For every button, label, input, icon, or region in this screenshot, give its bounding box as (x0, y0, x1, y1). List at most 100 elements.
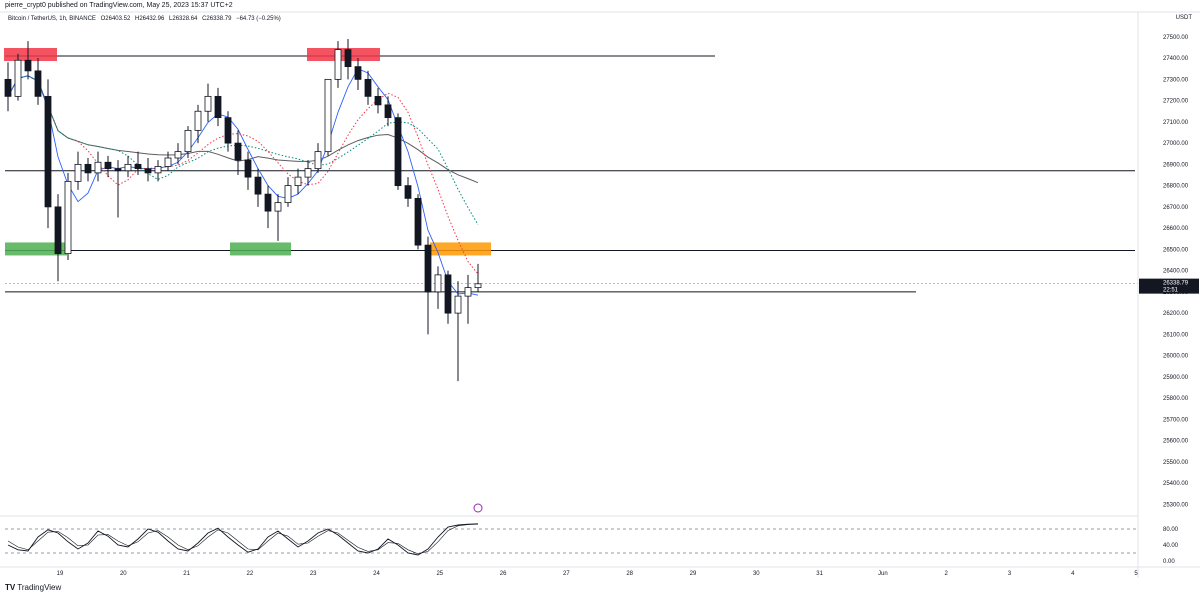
candle-body (194, 110, 202, 131)
main-pane: 27500.00 27400.00 27300.00 27200.00 27100.00… (4, 35, 1199, 513)
oscillator-pane: 80.00 40.00 0.00 (5, 523, 1179, 565)
low-value: L26328.64 (169, 16, 198, 22)
price-tag-box (1139, 278, 1199, 294)
candle (214, 87, 222, 127)
candle (274, 194, 282, 241)
candle (254, 168, 262, 207)
x-tick-label: 28 (626, 571, 633, 577)
candle (374, 87, 382, 114)
candle (314, 143, 322, 173)
candle-body (314, 151, 322, 170)
candle (104, 155, 112, 178)
candle-body (84, 163, 92, 174)
candle (434, 266, 442, 309)
candle-body (114, 168, 122, 172)
candle-body (184, 129, 192, 153)
candle (114, 160, 122, 218)
candle-body (224, 117, 232, 144)
candle (324, 78, 332, 156)
tradingview-logo-text: TradingView (17, 583, 62, 592)
alert-icon (473, 503, 483, 513)
candle (454, 281, 462, 382)
candle-body (74, 163, 82, 182)
y-tick-label: 26100.00 (1163, 332, 1189, 338)
candle (64, 172, 72, 260)
x-tick-label: 5 (1134, 571, 1138, 577)
y-tick-label: 27300.00 (1163, 77, 1189, 83)
candle (184, 126, 192, 158)
support-zone (230, 242, 291, 256)
candle-body (174, 151, 182, 159)
candle (264, 185, 272, 229)
y-tick-label: 26200.00 (1163, 311, 1189, 317)
candle (444, 270, 452, 324)
candle (394, 113, 402, 190)
candle-body (454, 295, 462, 314)
price-tag-value: 26338.79 (1163, 281, 1189, 287)
candle-body (474, 283, 482, 289)
candle (144, 158, 152, 182)
x-tick-label: 4 (1071, 571, 1075, 577)
candle-body (144, 168, 152, 174)
x-tick-label: 26 (500, 571, 507, 577)
y-tick-label: 27500.00 (1163, 35, 1189, 41)
candle (284, 177, 292, 207)
y-tick-label: 26000.00 (1163, 354, 1189, 360)
y-tick-label: 25300.00 (1163, 502, 1189, 508)
candle-body (54, 206, 62, 255)
candle-body (44, 95, 52, 208)
x-tick-label: 31 (816, 571, 823, 577)
candle-body (444, 274, 452, 314)
change-value: −64.73 (−0.25%) (236, 16, 281, 22)
x-tick-label: 25 (436, 571, 443, 577)
candle-body (274, 202, 282, 212)
oscillator-line (7, 523, 479, 555)
candle (294, 168, 302, 195)
x-axis: 19 20 21 22 23 24 25 26 27 28 29 30 31 Jun 2 3 4 5 (57, 571, 1139, 577)
candle (224, 111, 232, 152)
candle-body (124, 163, 132, 172)
y-tick-label: 25700.00 (1163, 417, 1189, 423)
close-value: C26338.79 (202, 16, 232, 22)
oscillator-line (7, 523, 479, 556)
x-tick-label: 23 (310, 571, 317, 577)
x-tick-label: 29 (690, 571, 697, 577)
candle-body (214, 95, 222, 119)
symbol-info-bar: Bitcoin / TetherUS, 1h, BINANCE O26403.5… (8, 16, 284, 22)
candle (424, 236, 432, 335)
osc-y-tick-label: 0.00 (1163, 559, 1175, 565)
candle-body (384, 104, 392, 119)
y-tick-label: 25900.00 (1163, 375, 1189, 381)
candle (464, 274, 472, 324)
candle (4, 62, 12, 112)
candle-body (404, 185, 412, 199)
candle-body (434, 274, 442, 293)
candle (154, 160, 162, 182)
candle (14, 53, 22, 101)
candle (404, 177, 412, 207)
y-tick-label: 25400.00 (1163, 481, 1189, 487)
candle-body (14, 59, 22, 97)
candle (24, 41, 32, 80)
candle-body (424, 244, 432, 293)
tradingview-logo: TV TradingView (5, 583, 61, 592)
candle-body (284, 185, 292, 204)
x-tick-label: 2 (945, 571, 949, 577)
candle (234, 130, 242, 175)
candle-body (154, 166, 162, 174)
x-tick-label: 21 (183, 571, 190, 577)
resistance-zone (4, 48, 57, 61)
publisher-line: pierre_crypt0 published on TradingView.c… (5, 2, 233, 9)
symbol-name: Bitcoin / TetherUS, 1h, BINANCE (8, 16, 96, 22)
candle-body (234, 142, 242, 161)
candle (124, 155, 132, 178)
x-tick-label: Jun (878, 571, 888, 577)
candle-body (464, 287, 472, 297)
candle-body (94, 161, 102, 174)
candle-body (164, 157, 172, 167)
candle (414, 194, 422, 250)
candle-body (294, 176, 302, 187)
candle-body (264, 193, 272, 212)
